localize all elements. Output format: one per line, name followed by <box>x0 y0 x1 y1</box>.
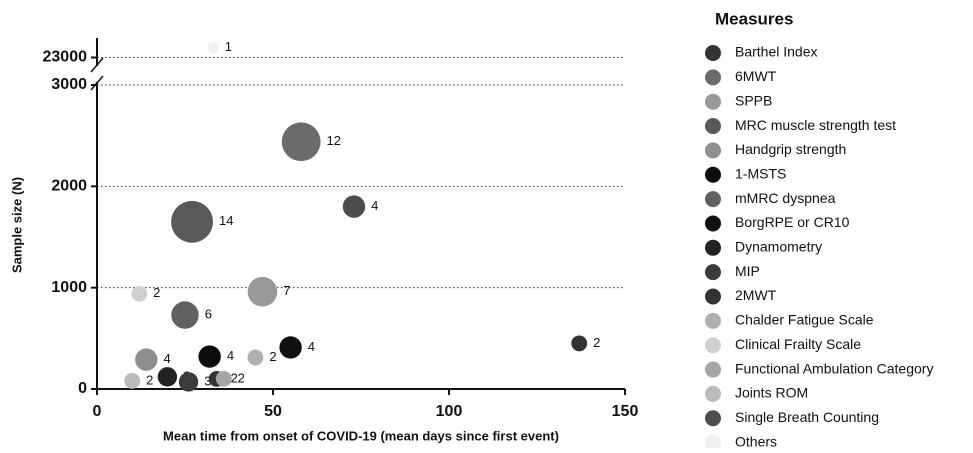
legend-marker <box>705 385 721 402</box>
y-tick-label: 2000 <box>51 178 87 195</box>
data-label: 2 <box>238 370 245 385</box>
bubble <box>171 301 199 329</box>
bubble <box>281 122 321 162</box>
legend-marker <box>705 215 721 232</box>
data-label: 4 <box>308 339 315 354</box>
x-tick-label: 150 <box>612 403 639 420</box>
legend-title: Measures <box>715 9 793 28</box>
y-tick-label: 3000 <box>51 76 87 93</box>
data-label: 2 <box>269 349 276 364</box>
legend-marker <box>705 312 721 329</box>
legend-marker <box>705 118 721 135</box>
x-tick-label: 100 <box>436 403 463 420</box>
bubble <box>207 42 219 54</box>
legend-marker <box>705 69 721 86</box>
legend-label: mMRC dyspnea <box>735 190 836 206</box>
y-axis-label: Sample size (N) <box>9 177 24 273</box>
x-tick-label: 50 <box>264 403 282 420</box>
legend-marker <box>705 166 721 183</box>
legend-label: Joints ROM <box>735 385 808 401</box>
data-label: 6 <box>205 306 212 321</box>
legend-marker <box>705 337 721 354</box>
bubble <box>571 335 588 352</box>
data-label: 7 <box>283 283 290 298</box>
legend-label: Single Breath Counting <box>735 409 879 425</box>
data-label: 2 <box>231 370 238 385</box>
legend-label: MRC muscle strength test <box>735 117 896 133</box>
data-label: 12 <box>327 133 341 148</box>
bubble <box>178 372 199 392</box>
x-axis-label: Mean time from onset of COVID-19 (mean d… <box>163 428 559 443</box>
legend-label: 1-MSTS <box>735 165 786 181</box>
bubble <box>135 348 158 371</box>
legend-label: MIP <box>735 263 760 279</box>
data-label: 4 <box>227 348 234 363</box>
legend-marker <box>705 142 721 159</box>
y-tick-label: 1000 <box>51 279 87 296</box>
legend-marker <box>705 434 721 451</box>
data-label: 4 <box>371 198 378 213</box>
legend-label: 2MWT <box>735 287 777 303</box>
data-label: 2 <box>146 372 153 387</box>
legend-label: Handgrip strength <box>735 141 846 157</box>
x-tick-label: 0 <box>93 403 102 420</box>
legend-marker <box>705 288 721 305</box>
y-tick-label: 0 <box>78 380 87 397</box>
data-label: 4 <box>163 351 170 366</box>
legend-label: SPPB <box>735 92 772 108</box>
legend-marker <box>705 191 721 208</box>
data-label: 3 <box>204 373 211 388</box>
y-tick-label: 23000 <box>43 49 88 66</box>
legend-label: BorgRPE or CR10 <box>735 214 850 230</box>
legend-label: Dynamometry <box>735 239 822 255</box>
bubble <box>171 200 213 243</box>
bubble <box>198 345 221 368</box>
axis-break <box>90 75 104 91</box>
bubble <box>157 367 178 387</box>
legend-label: Barthel Index <box>735 44 818 60</box>
data-label: 2 <box>153 285 160 300</box>
bubble <box>247 349 264 366</box>
bubble <box>124 372 141 389</box>
legend-marker <box>705 239 721 256</box>
legend-label: Chalder Fatigue Scale <box>735 312 874 328</box>
legend-marker <box>705 264 721 281</box>
data-label: 14 <box>219 213 233 228</box>
legend-label: Clinical Frailty Scale <box>735 336 861 352</box>
bubble <box>215 370 232 387</box>
legend-label: Others <box>735 433 777 448</box>
bubble <box>279 336 302 359</box>
bubble <box>247 276 278 307</box>
data-label: 1 <box>225 39 232 54</box>
legend-marker <box>705 361 721 378</box>
legend-marker <box>705 45 721 61</box>
axis-break <box>90 57 104 73</box>
legend-label: Functional Ambulation Category <box>735 360 933 376</box>
legend-marker <box>705 410 721 427</box>
bubble <box>131 285 148 302</box>
legend-label: 6MWT <box>735 68 777 84</box>
bubble <box>342 195 366 218</box>
data-label: 2 <box>593 335 600 350</box>
legend-marker <box>705 93 721 110</box>
